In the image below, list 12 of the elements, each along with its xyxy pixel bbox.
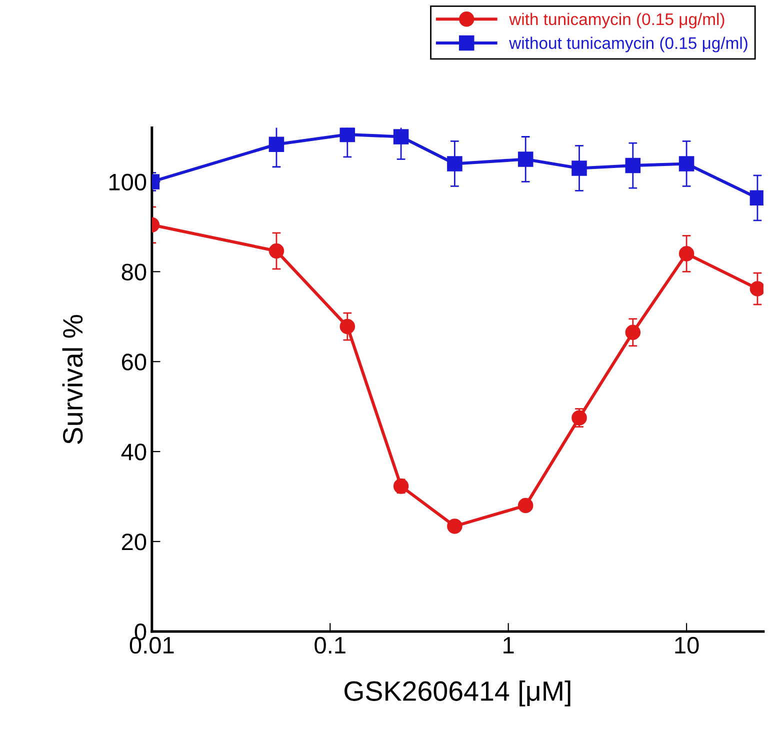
y-axis-title: Survival % <box>62 314 83 444</box>
y-tick-label: 40 <box>121 444 146 460</box>
legend-label: with tunicamycin (0.15 μg/ml) <box>509 12 724 28</box>
y-tick-label: 20 <box>122 534 146 550</box>
y-tick-label: 80 <box>122 264 146 280</box>
y-tick-label: 100 <box>109 174 146 191</box>
y-tick-label: 60 <box>122 354 146 370</box>
x-axis-title: GSK2606414 [μM] <box>344 680 570 706</box>
x-tick-label: 1 <box>504 637 514 654</box>
x-tick-label: 0.1 <box>314 636 346 654</box>
x-tick-label: 10 <box>675 636 699 654</box>
legend-label: without tunicamycin (0.15 μg/ml) <box>509 36 748 52</box>
